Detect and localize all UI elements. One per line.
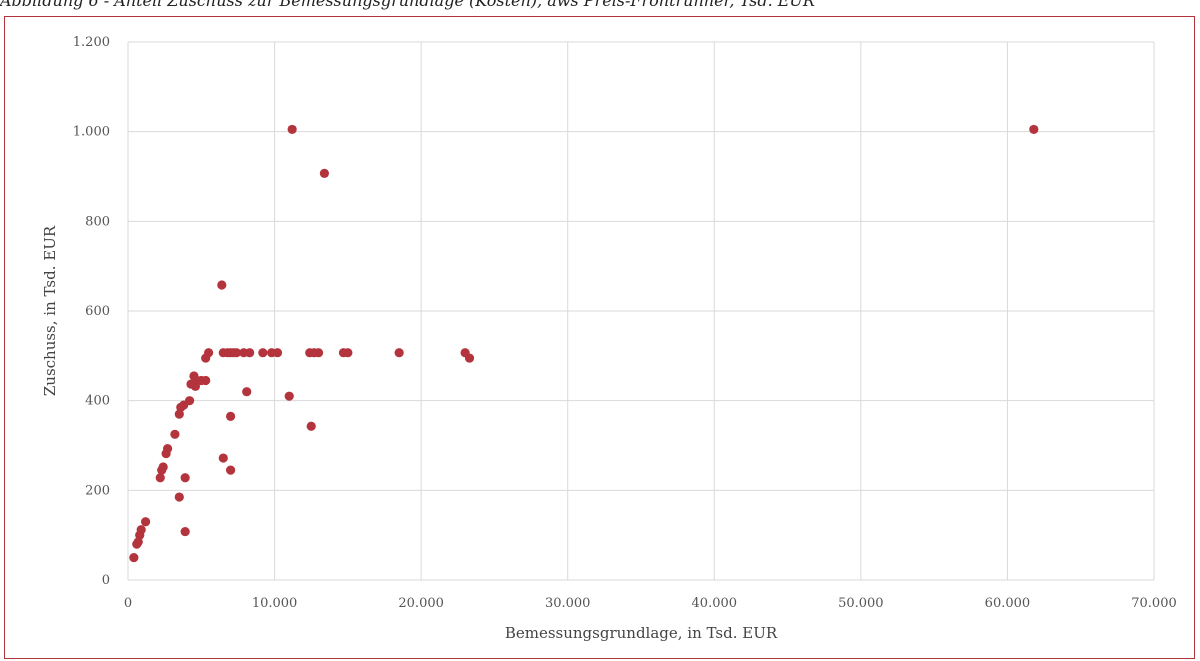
x-tick-label: 50.000	[838, 596, 884, 611]
y-tick-label: 1.000	[73, 125, 110, 140]
data-point	[231, 348, 242, 358]
data-point	[180, 473, 190, 483]
x-tick-label: 40.000	[692, 596, 738, 611]
x-tick-label: 60.000	[985, 596, 1031, 611]
data-point	[184, 396, 195, 406]
y-tick-labels: 0 200 400 600 800 1.000 1.200	[73, 35, 110, 588]
data-point	[201, 375, 211, 386]
y-tick-label: 600	[85, 304, 110, 319]
y-tick-label: 200	[85, 483, 110, 498]
data-point	[226, 465, 236, 475]
data-point	[136, 525, 146, 535]
data-point	[319, 168, 330, 178]
y-axis-label: Zuschuss, in Tsd. EUR	[41, 225, 59, 396]
grid-lines	[127, 41, 1155, 581]
x-axis-label: Bemessungsgrundlage, in Tsd. EUR	[505, 624, 778, 642]
y-tick-label: 800	[85, 214, 110, 229]
x-tick-labels: 0 10.000 20.000 30.000 40.000 50.000 60.000 70.…	[124, 596, 1177, 611]
data-point	[313, 348, 324, 358]
data-point	[129, 552, 139, 563]
data-point	[258, 348, 268, 358]
y-tick-label: 0	[102, 573, 110, 588]
data-point	[343, 348, 353, 358]
data-points	[129, 124, 1039, 563]
data-point	[284, 391, 294, 401]
x-tick-label: 70.000	[1131, 596, 1177, 611]
data-point	[306, 421, 316, 431]
data-point	[174, 492, 184, 502]
data-point	[180, 526, 190, 537]
x-tick-label: 10.000	[252, 596, 298, 611]
chart-frame	[4, 16, 1195, 659]
data-point	[170, 429, 180, 439]
x-tick-label: 0	[124, 596, 132, 611]
data-point	[394, 348, 404, 358]
data-point	[272, 348, 283, 358]
data-point	[287, 124, 297, 135]
data-point	[242, 387, 252, 397]
data-point	[217, 280, 227, 290]
data-point	[226, 411, 236, 421]
figure-caption: Abbildung 6 - Anteil Zuschuss zur Bemess…	[0, 0, 815, 10]
data-point	[1029, 124, 1039, 135]
data-point	[218, 453, 228, 463]
data-point	[204, 348, 214, 358]
y-tick-label: 1.200	[73, 35, 110, 50]
x-tick-label: 20.000	[398, 596, 444, 611]
data-point	[158, 462, 168, 472]
x-tick-label: 30.000	[545, 596, 591, 611]
data-point	[140, 517, 151, 527]
data-point	[464, 353, 475, 363]
data-point	[245, 348, 255, 358]
data-point	[155, 473, 165, 483]
data-point	[162, 444, 173, 454]
y-tick-label: 400	[85, 394, 110, 409]
